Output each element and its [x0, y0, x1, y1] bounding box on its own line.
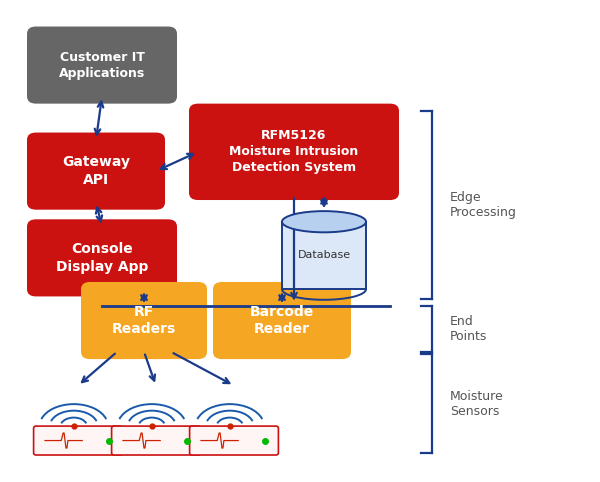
FancyBboxPatch shape	[27, 133, 165, 210]
FancyBboxPatch shape	[34, 426, 122, 455]
Text: Customer IT
Applications: Customer IT Applications	[59, 51, 145, 80]
Text: Database: Database	[298, 251, 350, 260]
FancyBboxPatch shape	[190, 426, 278, 455]
FancyBboxPatch shape	[189, 104, 399, 200]
FancyBboxPatch shape	[27, 219, 177, 296]
FancyBboxPatch shape	[213, 282, 351, 359]
FancyBboxPatch shape	[112, 426, 200, 455]
Text: RFM5126
Moisture Intrusion
Detection System: RFM5126 Moisture Intrusion Detection Sys…	[229, 129, 359, 174]
Ellipse shape	[282, 211, 366, 232]
Bar	[282, 219, 366, 224]
Text: Gateway
API: Gateway API	[62, 156, 130, 187]
Text: Edge
Processing: Edge Processing	[450, 191, 517, 219]
Bar	[282, 222, 366, 289]
Text: Console
Display App: Console Display App	[56, 242, 148, 273]
Text: Moisture
Sensors: Moisture Sensors	[450, 389, 504, 418]
Text: End
Points: End Points	[450, 315, 487, 343]
Text: RF
Readers: RF Readers	[112, 305, 176, 336]
Text: Barcode
Reader: Barcode Reader	[250, 305, 314, 336]
FancyBboxPatch shape	[27, 27, 177, 104]
FancyBboxPatch shape	[81, 282, 207, 359]
